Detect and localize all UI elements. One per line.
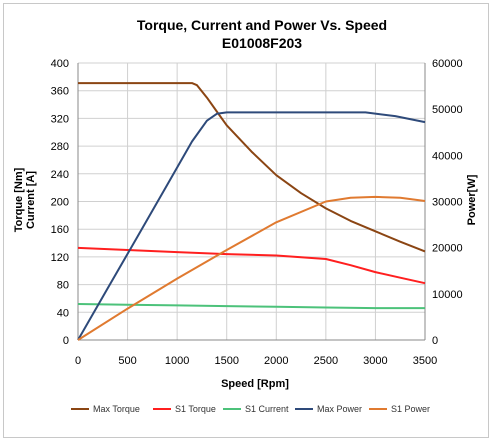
- y-right-tick-label: 30000: [432, 197, 463, 209]
- chart-title: Torque, Current and Power Vs. Speed: [137, 17, 387, 33]
- legend-label-s1-current: S1 Current: [245, 404, 289, 414]
- x-tick-label: 2000: [264, 355, 288, 367]
- y-left-tick-label: 400: [51, 58, 69, 70]
- legend-label-s1-torque: S1 Torque: [175, 404, 216, 414]
- y-left-tick-label: 280: [51, 141, 69, 153]
- grid: [77, 62, 426, 341]
- legend: Max Torque S1 Torque S1 Current Max Power S1…: [71, 404, 430, 414]
- x-tick-label: 0: [75, 355, 81, 367]
- legend-label-max-power: Max Power: [317, 404, 362, 414]
- y-left-tick-label: 0: [63, 335, 69, 347]
- series-line-s1-current: [77, 303, 425, 310]
- y-left-tick-label: 120: [51, 252, 69, 264]
- chart-frame: [3, 3, 489, 438]
- y-right-tick-label: 0: [432, 335, 438, 347]
- y-left-tick-label: 200: [51, 197, 69, 209]
- y-left-tick-label: 360: [51, 86, 69, 98]
- x-tick-label: 3500: [413, 355, 437, 367]
- series-line-s1-power: [77, 195, 426, 341]
- tick-group: 0 500 1000 1500 2000 2500 3000 3500040801201602…: [51, 58, 463, 367]
- y-right-tick-label: 40000: [432, 150, 463, 162]
- y-left-tick-label: 80: [57, 280, 69, 292]
- y-axis-label-torque: Torque [Nm]: [13, 167, 25, 232]
- y-axis-label-current: Current [A]: [25, 171, 37, 229]
- y-axis-label-power: Power[W]: [466, 174, 478, 225]
- series-line-max-torque: [78, 82, 426, 253]
- y-right-tick-label: 10000: [432, 289, 463, 301]
- y-left-tick-label: 160: [51, 224, 69, 236]
- y-right-tick-label: 20000: [432, 243, 463, 255]
- chart-subtitle: E01008F203: [222, 35, 302, 51]
- y-left-tick-label: 240: [51, 169, 69, 181]
- y-right-tick-label: 60000: [432, 58, 463, 70]
- x-tick-label: 1000: [165, 355, 189, 367]
- legend-label-max-torque: Max Torque: [93, 404, 140, 414]
- x-axis-label: Speed [Rpm]: [221, 378, 289, 390]
- x-tick-label: 3000: [363, 355, 387, 367]
- x-tick-label: 1500: [214, 355, 238, 367]
- x-tick-label: 500: [118, 355, 136, 367]
- legend-label-s1-power: S1 Power: [391, 404, 430, 414]
- series-line-s1-torque: [77, 246, 426, 285]
- y-left-tick-label: 320: [51, 113, 69, 125]
- y-left-tick-label: 40: [57, 307, 69, 319]
- x-tick-label: 2500: [314, 355, 338, 367]
- y-right-tick-label: 50000: [432, 104, 463, 116]
- series-line-max-power: [77, 111, 426, 341]
- series-group: [77, 82, 426, 341]
